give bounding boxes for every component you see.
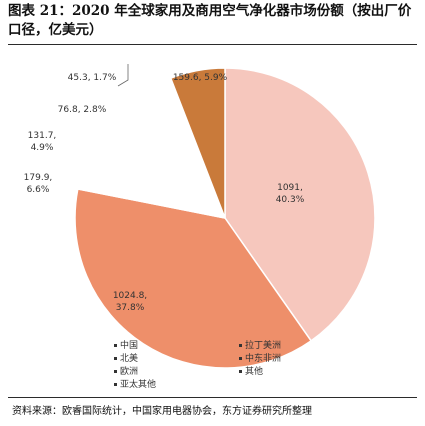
legend-label-3: 亚太其他 [120,378,156,390]
legend-swatch-5 [239,357,242,360]
slice-value-label-5: 45.3, 1.7% [68,73,117,83]
slice-value-label-4: 76.8, 2.8% [58,105,107,115]
legend-label-6: 其他 [245,365,263,377]
legend-label-0: 中国 [120,339,138,351]
slice-percent-label-0: 40.3% [276,195,305,205]
slice-percent-label-1: 37.8% [116,303,145,313]
legend-label-1: 北美 [120,352,138,364]
legend-swatch-4 [239,344,242,347]
legend-label-2: 欧洲 [120,365,138,377]
legend-label-4: 拉丁美洲 [245,339,281,351]
chart-title: 图表 21：2020 年全球家用及商用空气净化器市场份额（按出厂价口径，亿美元） [8,3,412,38]
legend-swatch-1 [114,357,117,360]
pie-slice-6 [169,67,226,219]
pie-slice-0 [224,67,376,342]
legend-swatch-3 [114,383,117,386]
legend-swatch-2 [114,370,117,373]
slice-percent-label-3: 4.9% [31,143,54,153]
legend-label-5: 中东非洲 [245,352,281,364]
legend-swatch-0 [114,344,117,347]
slice-value-label-3: 131.7, [28,131,57,141]
source-divider [8,397,417,398]
legend-swatch-6 [239,370,242,373]
pie-slice-1 [74,188,313,369]
slice-value-label-6: 159.6, 5.9% [173,73,228,83]
leader-line [117,64,129,87]
slice-value-label-2: 179.9, [24,173,53,183]
slice-value-label-1: 1024.8, [113,291,147,301]
slice-value-label-0: 1091, [277,183,303,193]
slice-percent-label-2: 6.6% [27,185,50,195]
title-divider [8,44,417,45]
source-note: 资料来源：欧睿国际统计，中国家用电器协会，东方证券研究所整理 [12,406,312,417]
